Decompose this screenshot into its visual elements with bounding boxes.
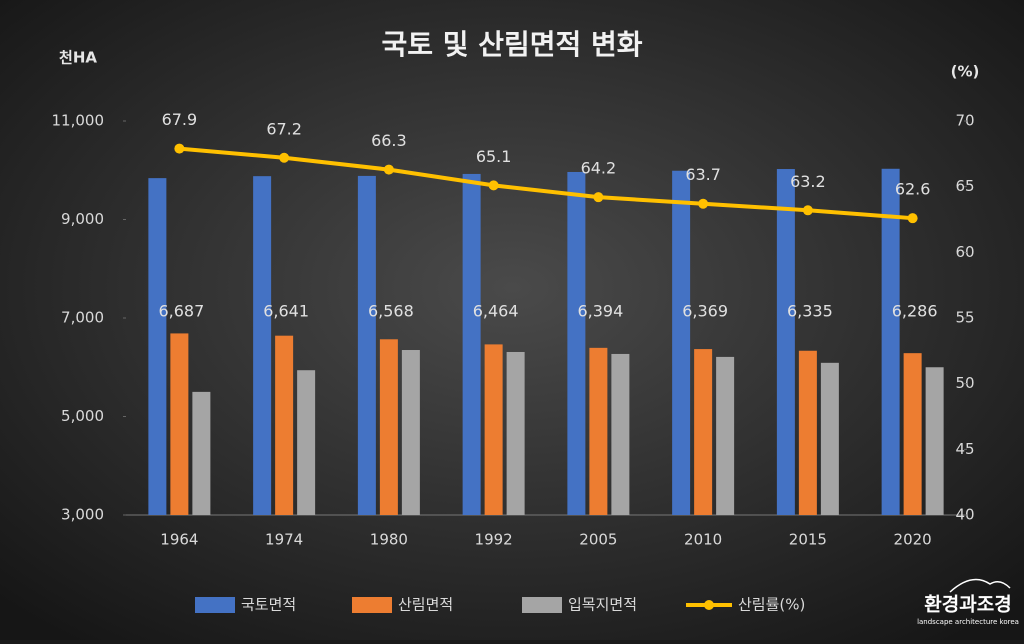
bar (462, 173, 481, 515)
data-label: 67.9 (162, 110, 198, 129)
watermark-logo (949, 578, 1011, 593)
line-point (698, 198, 709, 209)
data-label: 6,286 (892, 302, 938, 321)
legend-label: 산림면적 (398, 596, 453, 614)
bar (275, 335, 294, 515)
bar (297, 370, 316, 515)
y-tick-label: 7,000 (61, 309, 104, 327)
chart-title: 국토 및 산림면적 변화 (381, 28, 642, 61)
watermark-subtitle: landscape architecture korea (917, 618, 1019, 626)
x-tick-label: 2015 (789, 531, 827, 549)
bar (192, 391, 211, 515)
bar (611, 353, 630, 515)
data-label: 65.1 (476, 147, 512, 166)
bar (484, 344, 503, 515)
data-label: 63.7 (685, 165, 721, 184)
line-point (383, 164, 394, 175)
bar (589, 347, 608, 515)
x-tick-label: 1980 (370, 531, 408, 549)
y-tick-label: 5,000 (61, 407, 104, 425)
data-label: 67.2 (266, 119, 302, 138)
data-label: 6,641 (263, 302, 309, 321)
x-tick-label: 1964 (160, 531, 198, 549)
legend-swatch (352, 597, 392, 613)
data-label: 6,464 (473, 302, 519, 321)
y-axis-unit: 천HA (59, 49, 97, 67)
watermark-title: 환경과조경 (924, 594, 1011, 616)
bar (357, 175, 376, 515)
data-label: 6,394 (577, 302, 623, 321)
bar (401, 350, 420, 515)
line-point (802, 205, 813, 216)
bar (903, 353, 922, 515)
bar (253, 176, 272, 515)
bar (379, 339, 398, 515)
line-point (488, 180, 499, 191)
x-tick-label: 2010 (684, 531, 722, 549)
bar (776, 169, 795, 516)
bar (567, 171, 586, 515)
x-tick-label: 1974 (265, 531, 303, 549)
line-point (174, 143, 185, 154)
line-point (279, 152, 290, 163)
legend-swatch (704, 600, 714, 610)
bar (148, 178, 167, 515)
data-label: 62.6 (895, 180, 931, 199)
bar (881, 168, 900, 515)
line-point (593, 192, 604, 203)
data-label: 66.3 (371, 131, 407, 150)
data-label: 6,369 (682, 302, 728, 321)
line-point (907, 213, 918, 224)
line (179, 146, 913, 221)
bar (716, 356, 735, 515)
legend-label: 입목지면적 (568, 596, 637, 614)
x-tick-label: 1992 (475, 531, 513, 549)
legend-label: 국토면적 (241, 596, 296, 614)
y2-axis-unit: (%) (951, 63, 980, 81)
bar (694, 349, 713, 515)
legend-swatch (195, 597, 235, 613)
legend-label: 산림률(%) (738, 596, 805, 614)
data-label: 63.2 (790, 172, 826, 191)
x-tick-label: 2020 (894, 531, 932, 549)
bar (672, 170, 691, 515)
x-tick-label: 2005 (579, 531, 617, 549)
data-label: 6,335 (787, 302, 833, 321)
bar (820, 362, 839, 515)
legend-swatch (522, 597, 562, 613)
y-tick-label: 9,000 (61, 210, 104, 228)
bar (798, 350, 817, 515)
bar (506, 351, 525, 515)
bar (925, 367, 944, 515)
y2-tick-label: 60 (955, 243, 974, 261)
data-label: 6,568 (368, 302, 414, 321)
y-tick-label: 3,000 (61, 506, 104, 524)
bar (170, 333, 189, 515)
y-tick-label: 11,000 (52, 112, 105, 130)
data-label: 64.2 (581, 159, 617, 178)
data-label: 6,687 (158, 302, 204, 321)
